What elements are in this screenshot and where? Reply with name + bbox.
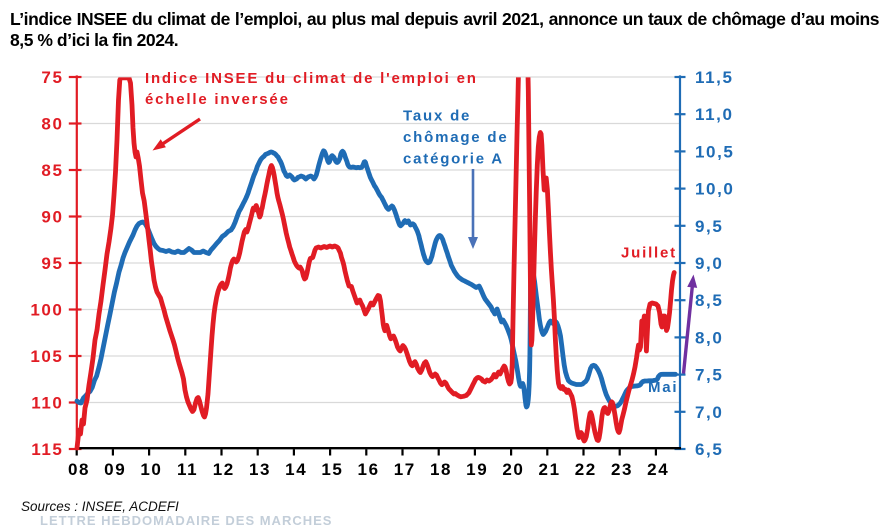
- svg-text:15: 15: [321, 460, 343, 479]
- svg-text:80: 80: [41, 115, 63, 134]
- svg-text:11: 11: [177, 460, 198, 479]
- svg-text:23: 23: [611, 460, 633, 479]
- svg-text:chômage de: chômage de: [403, 129, 509, 146]
- svg-text:14: 14: [285, 460, 307, 479]
- svg-text:08: 08: [68, 460, 90, 479]
- svg-text:6,5: 6,5: [695, 440, 723, 459]
- svg-text:8,0: 8,0: [695, 328, 723, 347]
- svg-text:16: 16: [358, 460, 380, 479]
- svg-text:13: 13: [249, 460, 271, 479]
- svg-text:Juillet: Juillet: [621, 245, 677, 262]
- svg-text:75: 75: [41, 68, 63, 87]
- svg-text:115: 115: [31, 440, 63, 459]
- svg-text:22: 22: [575, 460, 597, 479]
- svg-text:7,5: 7,5: [695, 366, 723, 385]
- svg-text:90: 90: [41, 208, 63, 227]
- svg-text:Taux de: Taux de: [403, 108, 471, 125]
- svg-text:18: 18: [430, 460, 452, 479]
- svg-text:17: 17: [394, 460, 416, 479]
- svg-text:échelle inversée: échelle inversée: [145, 91, 290, 108]
- svg-text:7,0: 7,0: [695, 403, 723, 422]
- svg-text:09: 09: [104, 460, 126, 479]
- svg-text:21: 21: [539, 460, 561, 479]
- svg-text:19: 19: [466, 460, 488, 479]
- svg-text:catégorie A: catégorie A: [403, 151, 504, 168]
- svg-text:10,5: 10,5: [695, 142, 735, 161]
- svg-text:105: 105: [30, 347, 63, 366]
- svg-text:24: 24: [647, 460, 669, 479]
- svg-text:85: 85: [41, 161, 63, 180]
- svg-text:10: 10: [140, 460, 162, 479]
- svg-text:100: 100: [30, 301, 63, 320]
- svg-text:110: 110: [31, 394, 63, 413]
- svg-text:Mai: Mai: [648, 379, 678, 396]
- svg-text:12: 12: [213, 460, 235, 479]
- svg-text:11,5: 11,5: [695, 68, 734, 87]
- svg-text:9,5: 9,5: [695, 217, 723, 236]
- svg-text:Indice INSEE du climat de l'em: Indice INSEE du climat de l'emploi en: [145, 70, 478, 87]
- svg-text:8,5: 8,5: [695, 291, 723, 310]
- svg-text:20: 20: [502, 460, 524, 479]
- svg-text:9,0: 9,0: [695, 254, 723, 273]
- svg-text:95: 95: [41, 254, 63, 273]
- svg-text:10,0: 10,0: [695, 180, 735, 199]
- svg-text:11,0: 11,0: [695, 105, 734, 124]
